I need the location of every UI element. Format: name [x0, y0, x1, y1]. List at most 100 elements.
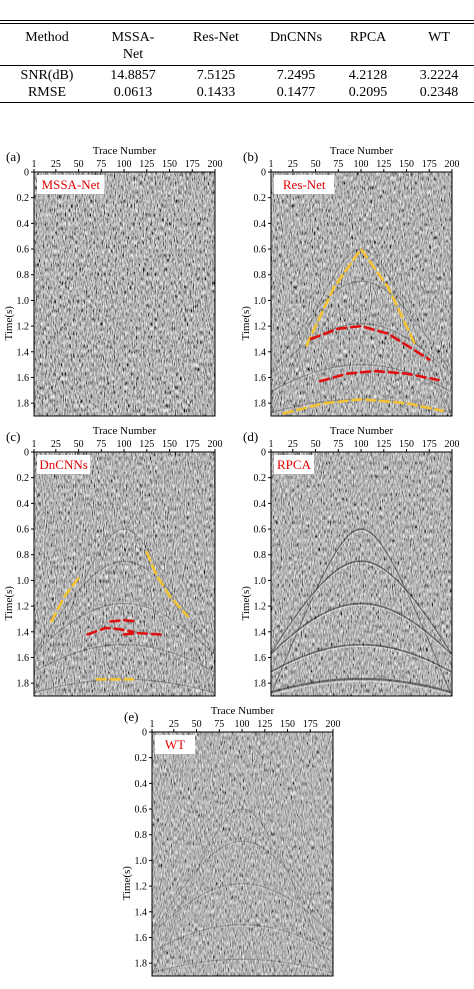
x-tick-label: 75 — [214, 719, 224, 730]
x-tick-label: 75 — [333, 159, 343, 170]
y-tick-label: 1.0 — [135, 856, 148, 867]
panel-d: RPCA (d) Trace Number 1 25 50 75 100 125 150 175 20… — [237, 425, 474, 709]
panel-letter: (d) — [243, 429, 258, 444]
red-dashed-annotation — [109, 618, 139, 623]
x-tick-label: 100 — [354, 159, 369, 170]
x-axis-label: Trace Number — [330, 145, 394, 157]
x-tick-label: 125 — [376, 439, 391, 450]
panel-letter: (e) — [124, 709, 138, 724]
x-tick-label: 25 — [169, 719, 179, 730]
y-tick-label: 1.0 — [254, 296, 267, 307]
table-cell-rmse-rpca: 0.2095 — [348, 85, 388, 100]
y-tick-label: 1.4 — [17, 347, 30, 358]
y-tick-label: 1.8 — [17, 399, 30, 410]
seismic-noise — [152, 732, 333, 976]
method-label-box — [274, 175, 335, 194]
seismic-event-dark — [271, 602, 452, 655]
seismic-event-dark — [271, 677, 452, 695]
seismic-event-light — [152, 842, 333, 936]
y-tick-label: 0.4 — [135, 779, 148, 790]
y-tick-label: 0 — [261, 448, 266, 459]
table-header-rpca: RPCA — [349, 30, 387, 45]
panel-e: WT (e) Trace Number 1 25 50 75 100 125 150 175 200 0… — [118, 705, 355, 989]
x-axis-label: Trace Number — [211, 705, 275, 717]
y-tick-label: 0 — [142, 728, 147, 739]
x-tick-label: 100 — [117, 159, 132, 170]
table-header-dncnns: DnCNNs — [269, 30, 323, 45]
y-tick-label: 0.6 — [17, 245, 30, 256]
x-tick-label: 200 — [208, 439, 223, 450]
x-tick-label: 50 — [74, 439, 84, 450]
seismic-event-dark — [34, 602, 215, 655]
seismic-event-light — [271, 645, 452, 674]
x-tick-label: 200 — [326, 719, 341, 730]
panel-letter: (b) — [243, 149, 258, 164]
x-tick-label: 50 — [311, 159, 321, 170]
y-tick-label: 0.4 — [17, 219, 30, 230]
seismic-event-dark — [271, 643, 452, 673]
y-tick-label: 1.2 — [254, 322, 267, 333]
y-tick-label: 0.8 — [17, 270, 30, 281]
x-tick-label: 50 — [192, 719, 202, 730]
y-tick-label: 0 — [261, 168, 266, 179]
seismic-event-dark — [271, 560, 452, 655]
panel-c: DnCNNs (c) Trace Number 1 25 50 75 100 125 150 175… — [0, 425, 237, 709]
x-axis-label: Trace Number — [93, 425, 157, 437]
x-tick-label: 175 — [303, 719, 318, 730]
seismic-event-dark — [271, 528, 452, 696]
x-tick-label: 125 — [376, 159, 391, 170]
seismic-noise — [34, 172, 215, 416]
seismic-event-light — [152, 925, 333, 954]
seismic-event-dark — [271, 322, 452, 375]
x-axis-label: Trace Number — [330, 425, 394, 437]
table-cell-snr-wt: 3.2224 — [419, 68, 459, 83]
x-tick-label: 75 — [96, 159, 106, 170]
x-tick-label: 175 — [422, 159, 437, 170]
seismic-event-light — [271, 365, 452, 394]
red-dashed-annotation — [86, 626, 135, 636]
seismic-event-dark — [152, 808, 333, 976]
table-header-res-net: Res-Net — [193, 30, 239, 45]
panel-letter: (c) — [6, 429, 20, 444]
table-mid-rule — [0, 65, 474, 66]
x-tick-label: 200 — [208, 159, 223, 170]
red-dashed-annotation — [318, 369, 440, 383]
table-header-method: Method — [25, 30, 69, 45]
yellow-dashed-annotation — [282, 398, 445, 415]
seismic-event-light — [34, 530, 214, 696]
x-axis-label: Trace Number — [93, 145, 157, 157]
yellow-dashed-annotation — [145, 550, 189, 618]
red-dashed-annotation — [309, 324, 431, 361]
y-tick-label: 1.8 — [135, 959, 148, 970]
y-tick-label: 1.2 — [17, 322, 30, 333]
x-tick-label: 125 — [139, 159, 154, 170]
y-tick-label: 0.2 — [17, 473, 30, 484]
y-axis-label: Time(s) — [121, 866, 133, 901]
y-tick-label: 1.6 — [254, 653, 267, 664]
table-header-mssa-net-line1: MSSA- — [111, 30, 155, 45]
y-tick-label: 0.8 — [254, 550, 267, 561]
y-tick-label: 1.4 — [135, 907, 148, 918]
x-tick-label: 100 — [235, 719, 250, 730]
x-tick-label: 150 — [162, 159, 177, 170]
x-tick-label: 1 — [32, 159, 37, 170]
y-tick-label: 0.4 — [254, 499, 267, 510]
y-tick-label: 1.4 — [254, 347, 267, 358]
table-cell-snr-dncnns: 7.2495 — [276, 68, 316, 83]
table-cell-rmse-mssa: 0.0613 — [113, 85, 153, 100]
y-tick-label: 1.2 — [17, 602, 30, 613]
method-label: RPCA — [277, 457, 312, 472]
panel-letter: (a) — [6, 149, 20, 164]
x-tick-label: 75 — [333, 439, 343, 450]
y-tick-label: 1.8 — [17, 679, 30, 690]
x-tick-label: 200 — [445, 159, 460, 170]
seismic-event-dark — [271, 280, 452, 374]
seismic-event-light — [34, 645, 215, 674]
table-bottom-rule — [0, 102, 474, 103]
y-tick-label: 0 — [24, 168, 29, 179]
x-tick-label: 25 — [51, 159, 61, 170]
method-label-box — [155, 735, 195, 754]
panel-a: MSSA-Net (a) Trace Number 1 25 50 75 100 125 150 1… — [0, 145, 237, 429]
